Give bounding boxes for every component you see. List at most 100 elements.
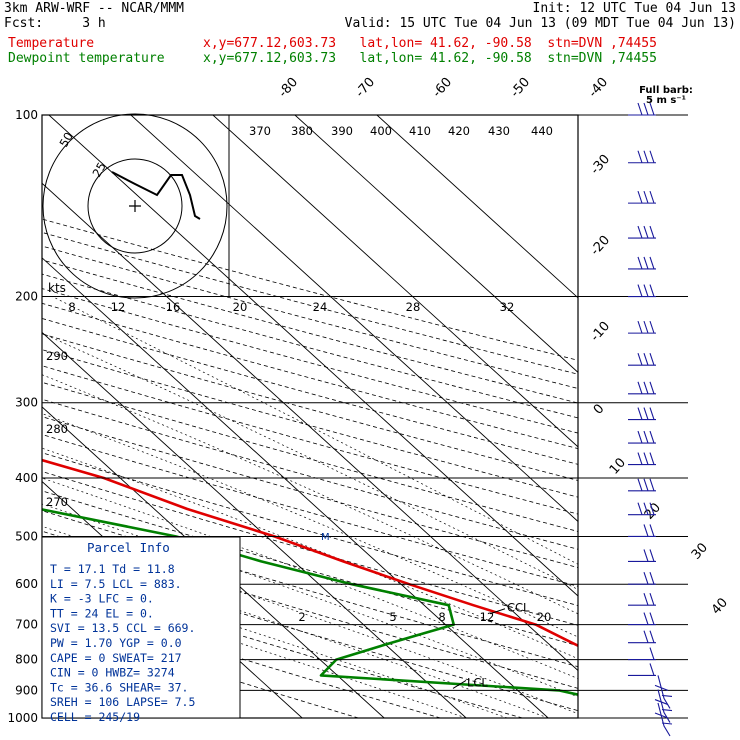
parcel-info-box: Parcel Info T = 17.1 Td = 11.8LI = 7.5 LC… xyxy=(41,536,241,724)
theta-e-label: 390 xyxy=(331,124,353,138)
pressure-tick-label: 100 xyxy=(15,108,38,122)
isotherm-tick-label: 10 xyxy=(607,455,629,477)
mixing-ratio-label: 8 xyxy=(438,610,445,624)
hodograph-ring-label: 32 xyxy=(500,300,515,314)
legend-dewpoint-info: x,y=677.12,603.73 lat,lon= 41.62, -90.58… xyxy=(203,51,657,66)
parcel-info-row: PW = 1.70 YGP = 0.0 xyxy=(50,636,182,650)
pressure-tick-label: 300 xyxy=(15,396,38,410)
hodograph-trace xyxy=(111,171,201,220)
dry-adiabat xyxy=(42,259,578,404)
isotherm-tick-label: 0 xyxy=(591,401,608,417)
m-marker-label: M xyxy=(321,532,330,543)
pressure-tick-label: 700 xyxy=(15,618,38,632)
theta-e-label: 380 xyxy=(291,124,313,138)
legend-temperature-name: Temperature xyxy=(8,36,95,51)
theta-e-label: 410 xyxy=(409,124,431,138)
wind-barb xyxy=(628,430,656,444)
dry-adiabat xyxy=(42,349,578,498)
wind-barb xyxy=(628,102,656,116)
isotherm-line xyxy=(48,115,578,597)
hodograph-ring-label: 12 xyxy=(111,300,126,314)
wind-barb xyxy=(628,320,656,334)
wind-barb xyxy=(628,663,656,676)
pressure-tick-label: 500 xyxy=(15,529,38,543)
isotherm-line xyxy=(42,406,385,718)
isotherm-line xyxy=(42,182,578,672)
legend-dewpoint-name: Dewpoint temperature xyxy=(8,51,165,66)
wind-barb xyxy=(628,549,656,562)
hodograph-ring-outer xyxy=(42,113,228,299)
wind-barb xyxy=(628,381,656,395)
isotherm-tick-label: -40 xyxy=(586,75,611,101)
pressure-tick-label: 400 xyxy=(15,471,38,485)
hodograph-origin-marker xyxy=(129,200,141,212)
lcl-pointer xyxy=(452,679,467,689)
isotherm-line xyxy=(42,257,549,718)
hodograph-ring-label: 8 xyxy=(68,300,75,314)
dry-adiabat xyxy=(42,471,578,626)
wind-barb xyxy=(654,675,673,709)
header-line1-left: 3km ARW-WRF -- NCAR/MMM xyxy=(4,1,185,16)
isotherm-tick-label: -70 xyxy=(353,75,378,101)
header-line2-left: Fcst: 3 h xyxy=(4,16,106,31)
isotherm-line xyxy=(130,115,578,523)
theta-e-label: 400 xyxy=(370,124,392,138)
isotherm-tick-label: 40 xyxy=(709,595,731,617)
wind-barbs xyxy=(628,102,673,737)
mixing-ratio-label: 20 xyxy=(537,610,552,624)
pressure-tick-label: 200 xyxy=(15,290,38,304)
isotherm-tick-label: 30 xyxy=(689,540,711,562)
wind-barb xyxy=(628,478,656,492)
plot-frame xyxy=(41,114,579,719)
header-line1-right: Init: 12 UTC Tue 04 Jun 13 xyxy=(532,1,737,16)
wind-barb xyxy=(628,647,656,661)
wind-barb xyxy=(628,452,656,466)
isotherm-tick-label: -20 xyxy=(588,233,613,259)
wind-barb xyxy=(628,524,656,538)
hodograph-radius-label: 50 xyxy=(56,130,75,150)
pressure-tick-label: 1000 xyxy=(7,711,38,725)
dry-adiabat xyxy=(42,434,578,587)
hodograph-ring-inner xyxy=(87,158,183,254)
barb-scale-title: Full barb: xyxy=(639,85,693,96)
isotherm-line xyxy=(294,115,578,373)
ccl-label: CCL xyxy=(507,601,530,615)
wind-barb xyxy=(628,284,656,298)
parcel-info-row: K = -3 LFC = 0. xyxy=(50,592,154,606)
dry-adiabat xyxy=(42,318,578,465)
dry-adiabat xyxy=(42,452,578,606)
pressure-tick-label: 800 xyxy=(15,653,38,667)
legend-temperature-info: x,y=677.12,603.73 lat,lon= 41.62, -90.58… xyxy=(203,36,657,51)
parcel-info-background xyxy=(41,536,241,719)
parcel-info-row: CIN = 0 HWBZ= 3274 xyxy=(50,666,175,680)
wind-barb xyxy=(628,502,656,516)
parcel-info-row: CELL = 245/19 xyxy=(50,710,140,724)
parcel-info-row: T = 17.1 Td = 11.8 xyxy=(50,562,175,576)
wind-barb xyxy=(628,190,656,204)
mixing-ratio-label: 5 xyxy=(389,610,396,624)
isotherm-tick-label: -80 xyxy=(276,75,301,101)
wind-barb xyxy=(628,225,656,239)
mixing-ratio-label: 12 xyxy=(480,610,495,624)
wind-barb xyxy=(628,407,656,421)
isotherm-tick-label: -50 xyxy=(508,75,533,101)
parcel-info-row: SREH = 106 LAPSE= 7.5 xyxy=(50,695,195,709)
wind-barb xyxy=(654,702,673,737)
dry-adiabat xyxy=(42,302,578,450)
isotherm-line xyxy=(212,115,578,448)
hodograph-ring-label: 20 xyxy=(233,300,248,314)
moist-adiabat xyxy=(42,332,578,590)
wind-barb xyxy=(628,572,656,585)
parcel-info-row: LI = 7.5 LCL = 883. xyxy=(50,577,182,591)
dry-adiabat-label: 290 xyxy=(46,349,68,363)
isotherm-tick-label: -60 xyxy=(430,75,455,101)
wind-barb xyxy=(628,150,656,164)
isotherm-line xyxy=(376,115,578,299)
parcel-info-row: SVI = 13.5 CCL = 669. xyxy=(50,621,195,635)
isotherm-line xyxy=(42,331,467,718)
pressure-tick-label: 600 xyxy=(15,577,38,591)
dry-adiabat xyxy=(42,596,441,718)
theta-e-label: 370 xyxy=(249,124,271,138)
wind-barb xyxy=(628,612,656,626)
